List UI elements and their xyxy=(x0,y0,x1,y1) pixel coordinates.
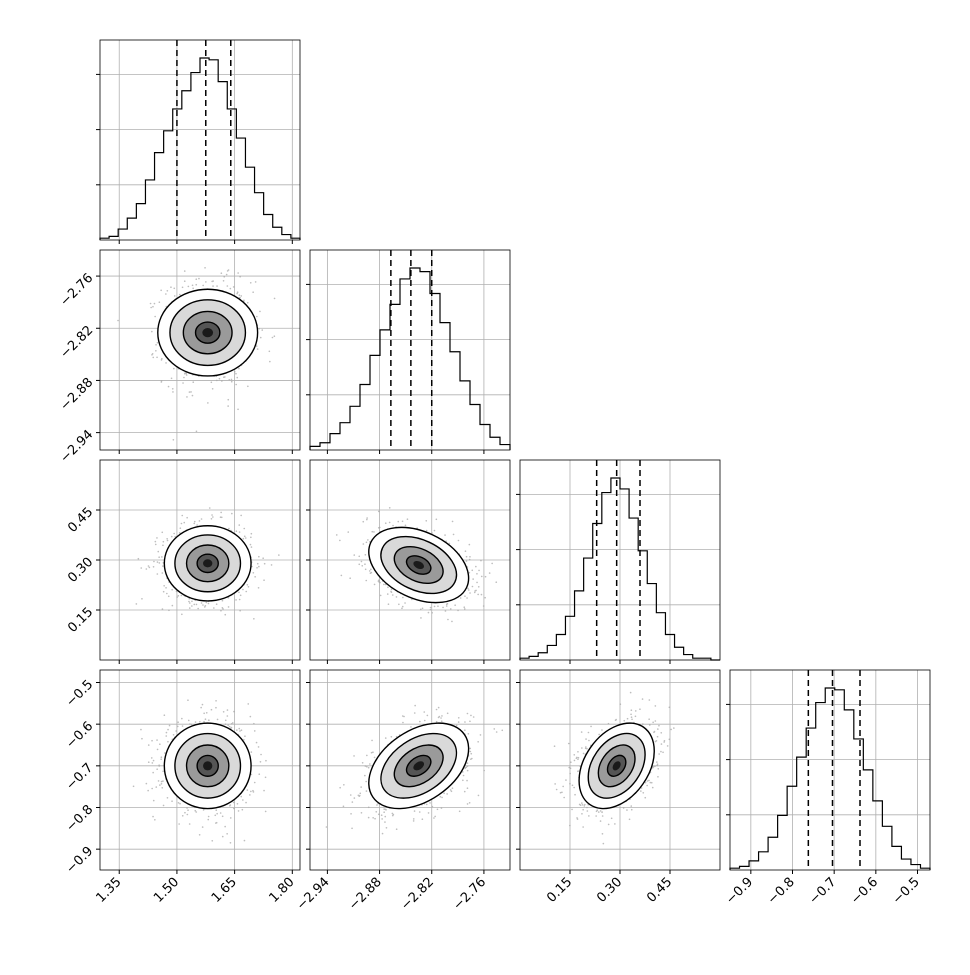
y-tick-label-1-1: −2.88 xyxy=(58,375,97,414)
histogram-step xyxy=(99,57,301,240)
panel-frame xyxy=(99,459,301,661)
y-tick-label-2-2: 0.45 xyxy=(65,505,96,536)
scatter-panel-content xyxy=(135,507,280,620)
x-tick-label-3-3: −0.6 xyxy=(848,875,881,908)
scatter-panel-content xyxy=(325,704,504,835)
y-tick-label-1-3: −2.76 xyxy=(58,271,97,310)
density-contour-4 xyxy=(202,327,214,338)
x-tick-label-1-0: −2.94 xyxy=(294,875,333,914)
x-tick-label-2-1: 0.30 xyxy=(594,875,625,906)
y-tick-label-3-1: −0.8 xyxy=(63,802,96,835)
density-contour-4 xyxy=(203,559,213,568)
panel-frame xyxy=(99,39,301,241)
density-contour-4 xyxy=(413,560,425,570)
y-tick-label-3-3: −0.6 xyxy=(63,719,96,752)
panel-frame xyxy=(309,669,511,871)
y-tick-label-1-0: −2.94 xyxy=(58,427,97,466)
histogram-panel-3 xyxy=(726,669,931,874)
panel-frame xyxy=(99,249,301,451)
panel-frame xyxy=(309,249,511,451)
scatter-panel-2-0 xyxy=(96,459,301,664)
x-tick-label-2-0: 0.15 xyxy=(544,875,575,906)
y-tick-label-1-2: −2.82 xyxy=(58,323,97,362)
y-tick-label-2-1: 0.30 xyxy=(65,555,96,586)
x-tick-label-1-3: −2.76 xyxy=(450,875,489,914)
panel-frame xyxy=(99,669,301,871)
scatter-panel-content xyxy=(553,691,675,845)
y-tick-label-3-2: −0.7 xyxy=(63,761,96,794)
histogram-panel-2 xyxy=(516,459,721,664)
x-tick-label-3-0: −0.9 xyxy=(723,875,756,908)
scatter-panel-content xyxy=(117,267,276,441)
y-tick-label-3-0: −0.9 xyxy=(63,844,96,877)
scatter-panel-3-1 xyxy=(306,669,511,874)
x-tick-label-0-2: 1.65 xyxy=(209,875,240,906)
panel-frame xyxy=(309,459,511,661)
histogram-panel-1 xyxy=(306,249,511,454)
scatter-panel-1-0 xyxy=(96,249,301,454)
scatter-panel-content xyxy=(335,507,498,623)
x-tick-label-2-2: 0.45 xyxy=(644,875,675,906)
scatter-panel-content xyxy=(132,699,267,844)
panel-frame xyxy=(519,459,721,661)
histogram-step xyxy=(519,477,720,661)
x-tick-label-0-0: 1.35 xyxy=(93,875,124,906)
x-tick-label-3-2: −0.7 xyxy=(807,875,840,908)
density-contour-4 xyxy=(612,761,621,771)
density-contour-4 xyxy=(203,761,213,771)
y-tick-label-2-0: 0.15 xyxy=(65,605,96,636)
y-tick-label-3-4: −0.5 xyxy=(63,677,96,710)
scatter-panel-3-0 xyxy=(96,669,301,874)
x-tick-label-0-1: 1.50 xyxy=(151,875,182,906)
scatter-panel-2-1 xyxy=(306,459,511,664)
x-tick-label-0-3: 1.80 xyxy=(267,875,298,906)
panel-frame xyxy=(519,669,721,871)
histogram-panel-0 xyxy=(96,39,301,244)
x-tick-label-1-1: −2.88 xyxy=(346,875,385,914)
histogram-step xyxy=(729,687,931,870)
x-tick-label-3-1: −0.8 xyxy=(765,875,798,908)
x-tick-label-1-2: −2.82 xyxy=(398,875,437,914)
histogram-step xyxy=(309,267,511,450)
panel-frame xyxy=(729,669,931,871)
density-contour-4 xyxy=(413,761,425,771)
scatter-panel-3-2 xyxy=(516,669,721,874)
x-tick-label-3-4: −0.5 xyxy=(890,875,923,908)
